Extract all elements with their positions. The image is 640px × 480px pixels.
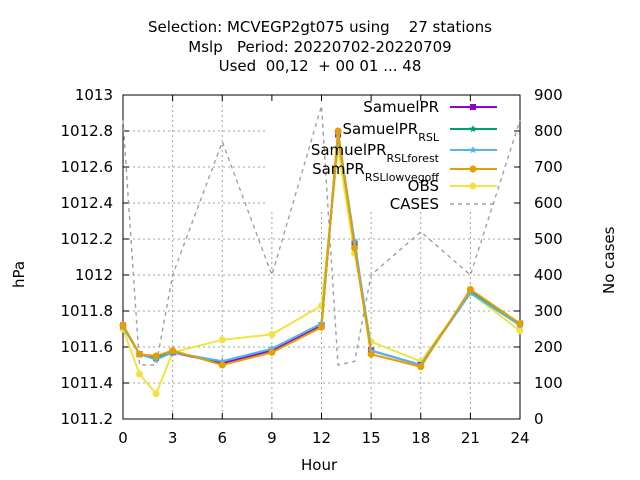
y-tick-label: 1012.8 [61, 122, 114, 140]
x-tick-label: 9 [267, 429, 277, 447]
y-tick-label: 1011.2 [61, 410, 114, 428]
legend-marker [469, 125, 477, 133]
data-point [367, 350, 375, 358]
data-point [350, 236, 359, 244]
y2-tick-label: 0 [534, 410, 544, 428]
data-point [136, 350, 144, 358]
x-tick-label: 0 [118, 429, 128, 447]
data-point [119, 321, 127, 329]
x-tick-label: 15 [362, 429, 381, 447]
data-point [136, 370, 144, 378]
x-tick-label: 18 [411, 429, 430, 447]
y2-tick-label: 600 [534, 194, 563, 212]
title-line-3: Used 00,12 + 00 01 ... 48 [218, 57, 422, 75]
legend-label: OBS [408, 177, 439, 195]
x-tick-label: 24 [510, 429, 529, 447]
data-point [268, 330, 276, 338]
data-point [318, 323, 325, 331]
data-point [268, 348, 276, 356]
y-tick-label: 1011.6 [61, 338, 114, 356]
y-tick-label: 1012.2 [61, 230, 114, 248]
series-obs [119, 145, 524, 398]
y-tick-label: 1012 [75, 266, 113, 284]
title-line-2: Mslp Period: 20220702-20220709 [188, 38, 452, 56]
data-point [516, 320, 524, 328]
grid-lines [123, 95, 520, 419]
x-tick-label: 3 [168, 429, 178, 447]
series-sampr-r-sl-lowvegoff [119, 127, 524, 371]
legend-label: SamuelPRRSL [343, 120, 440, 144]
data-point [152, 352, 160, 360]
y2-tick-label: 800 [534, 122, 563, 140]
y2-tick-label: 500 [534, 230, 563, 248]
x-axis-title: Hour [301, 456, 338, 474]
legend-label: SamuelPRRSLforest [311, 141, 440, 165]
legend-marker [469, 146, 477, 154]
data-point [218, 336, 226, 344]
data-point [466, 285, 474, 293]
data-point [417, 363, 425, 371]
y-tick-label: 1011.4 [61, 374, 114, 392]
y-tick-label: 1012.4 [61, 194, 114, 212]
legend-marker [469, 182, 477, 190]
legend-label: CASES [390, 195, 439, 213]
y-tick-label: 1011.8 [61, 302, 114, 320]
legend-label: SamPRRSLlowvegoff [312, 160, 439, 184]
data-point [169, 347, 177, 355]
data-point [218, 361, 226, 369]
data-point [351, 244, 359, 252]
y2-tick-label: 900 [534, 86, 563, 104]
data-point [516, 327, 524, 335]
y2-tick-label: 700 [534, 158, 563, 176]
legend-label: SamuelPR [363, 98, 439, 116]
y2-tick-label: 300 [534, 302, 563, 320]
x-tick-label: 6 [217, 429, 227, 447]
data-point [334, 127, 342, 135]
legend-marker [470, 104, 476, 110]
x-tick-label: 21 [461, 429, 480, 447]
title-line-1: Selection: MCVEGP2gt075 using 27 station… [148, 18, 492, 36]
y2-tick-label: 100 [534, 374, 563, 392]
y-tick-label: 1013 [75, 86, 113, 104]
data-point [152, 390, 160, 398]
y-tick-label: 1012.6 [61, 158, 114, 176]
y2-tick-label: 400 [534, 266, 563, 284]
legend-marker [469, 165, 477, 173]
legend: SamuelPR SamuelPRRSLSamuelPRRSLforestSamP… [311, 98, 497, 213]
y2-tick-label: 200 [534, 338, 563, 356]
x-tick-label: 12 [312, 429, 331, 447]
